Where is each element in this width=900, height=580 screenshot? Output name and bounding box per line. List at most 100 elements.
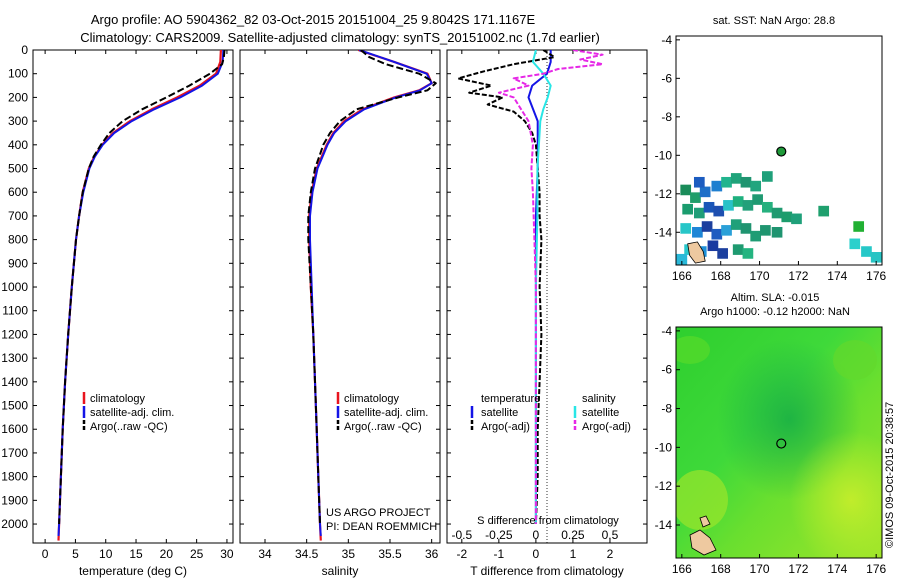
sst-cell: [730, 173, 742, 184]
sst-cell: [732, 244, 744, 255]
depth-tick-label: 1900: [1, 493, 28, 507]
sst-cell: [680, 184, 692, 196]
argo-position-marker: [776, 438, 787, 449]
credit-pi: PI: DEAN ROEMMICH: [326, 521, 437, 533]
sla-map-title-2: Argo h1000: -0.12 h2000: NaN: [700, 306, 850, 318]
credit-project: US ARGO PROJECT: [326, 507, 431, 519]
map-y-tick-label: -8: [661, 402, 672, 416]
legend-climatology-label: climatology: [344, 393, 400, 405]
temperature-tick-label: 0: [42, 547, 49, 561]
sla-field-patch: [833, 340, 877, 380]
sst-cell: [713, 205, 725, 217]
sst-cell: [752, 194, 763, 205]
temperature-tick-label: 10: [99, 547, 113, 561]
sst-cell: [699, 186, 711, 198]
sla-map-field: [676, 327, 882, 558]
sst-cell: [732, 196, 744, 207]
sst-cell: [676, 253, 688, 265]
map-x-tick-label: 166: [672, 269, 692, 283]
sst-map-title: sat. SST: NaN Argo: 28.8: [713, 15, 835, 27]
s-diff-tick-label: -0.5: [451, 528, 472, 542]
sal-diff-argo-line: [497, 50, 604, 524]
sst-cell: [740, 176, 752, 188]
title-line-2: Climatology: CARS2009. Satellite-adjuste…: [80, 30, 600, 45]
depth-tick-label: 1800: [1, 470, 28, 484]
map-x-tick-label: 170: [750, 269, 770, 283]
sst-cell: [693, 176, 705, 188]
sst-cell: [692, 226, 703, 238]
sst-cell: [750, 180, 762, 192]
map-y-tick-label: -8: [661, 110, 672, 124]
legend-sal-argo-label: Argo(-adj): [582, 421, 631, 433]
salinity-lines: [307, 50, 437, 541]
sst-cell: [760, 225, 771, 236]
salinity-tick-label: 34.5: [295, 547, 319, 561]
sst-cell: [711, 180, 723, 192]
salinity-tick-label: 36: [425, 547, 439, 561]
map-x-tick-label: 168: [711, 562, 731, 576]
land-islet: [699, 515, 711, 528]
temp-diff-argo-line: [457, 50, 556, 525]
map-y-tick-label: -14: [655, 518, 673, 532]
temperature-x-axis: 0 5 10 15 20 25 30: [42, 50, 234, 561]
map-x-tick-label: 174: [827, 269, 847, 283]
legend-sal-satellite-label: satellite: [582, 407, 619, 419]
s-diff-tick-label: 0.25: [561, 528, 585, 542]
sst-cell: [771, 207, 783, 219]
map-y-tick-label: -14: [655, 225, 673, 239]
sst-cell: [771, 226, 783, 238]
depth-tick-label: 400: [8, 138, 28, 152]
legend-temperature-title: temperature: [481, 393, 540, 405]
salinity-satellite-line: [309, 50, 433, 536]
legend-satellite-label: satellite-adj. clim.: [344, 407, 428, 419]
depth-tick-label: 800: [8, 233, 28, 247]
map-x-tick-label: 176: [866, 562, 886, 576]
map-y-tick-label: -4: [661, 33, 672, 47]
map-y-tick-label: -6: [661, 363, 672, 377]
salinity-legend: climatology satellite-adj. clim. Argo(..…: [336, 392, 428, 433]
sst-cell: [742, 200, 754, 211]
map-y-tick-label: -10: [655, 440, 673, 454]
map-x-tick-label: 168: [711, 269, 731, 283]
depth-tick-label: 1600: [1, 422, 28, 436]
sst-cell: [740, 223, 752, 234]
sst-cell: [723, 200, 734, 211]
salinity-x-axis: 34 34.5 35 35.5 36: [258, 50, 439, 561]
depth-tick-label: 100: [8, 67, 28, 81]
depth-tick-label: 1400: [1, 375, 28, 389]
depth-tick-label: 1000: [1, 280, 28, 294]
sst-cell: [680, 223, 692, 234]
depth-axis: 0 100 200 300 400 500 600 700 800 900 1000 1100 1200…: [1, 43, 647, 531]
sst-cell: [742, 248, 754, 259]
legend-climatology-label: climatology: [90, 393, 146, 405]
depth-tick-label: 2000: [1, 517, 28, 531]
depth-tick-label: 300: [8, 114, 28, 128]
sst-cell: [818, 205, 830, 217]
depth-tick-label: 700: [8, 209, 28, 223]
salinity-climatology-line: [308, 50, 433, 541]
depth-tick-label: 1100: [2, 304, 28, 318]
sst-cell: [791, 213, 802, 225]
s-difference-label: S difference from climatology: [477, 515, 619, 527]
map-x-tick-label: 176: [866, 269, 886, 283]
map-x-tick-label: 172: [788, 562, 808, 576]
temperature-legend: climatology satellite-adj. clim. Argo(..…: [82, 392, 174, 433]
imos-watermark: ©IMOS 09-Oct-2015 20:38:57: [884, 402, 896, 548]
temperature-panel-frame: [32, 49, 234, 544]
temperature-tick-label: 20: [160, 547, 174, 561]
temperature-tick-label: 15: [129, 547, 143, 561]
land-vanuatu: [689, 529, 717, 556]
sst-cell: [701, 221, 713, 232]
sst-cell: [750, 230, 762, 242]
difference-lines: [457, 50, 604, 525]
legend-temp-argo-label: Argo(-adj): [481, 421, 530, 433]
temperature-tick-label: 25: [190, 547, 204, 561]
sst-map-axes: 166 168 170 172 174 176 -4 -6 -8 -10 -12 -14: [655, 33, 887, 283]
salinity-argo-line: [307, 50, 437, 525]
s-diff-tick-label: 0.5: [602, 528, 619, 542]
sst-cell: [861, 246, 872, 257]
t-diff-tick-label: -2: [456, 547, 467, 561]
sst-cell: [870, 252, 882, 263]
sst-map-cells: [676, 171, 882, 265]
